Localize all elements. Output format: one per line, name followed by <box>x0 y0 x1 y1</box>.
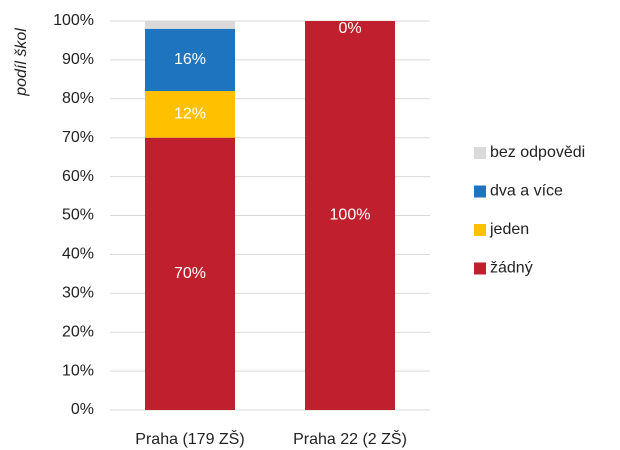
y-tick-label: 10% <box>62 362 94 379</box>
x-tick-label: Praha (179 ZŠ) <box>135 429 244 448</box>
legend-label: dva a více <box>490 183 563 200</box>
legend-swatch <box>474 224 486 236</box>
legend-label: žádný <box>490 260 533 277</box>
legend-swatch <box>474 262 486 275</box>
value-label: 12% <box>174 106 206 123</box>
value-label: 100% <box>330 207 371 224</box>
y-tick-label: 20% <box>62 323 94 340</box>
legend-swatch <box>474 147 486 159</box>
legend-label: bez odpovědi <box>490 144 585 161</box>
y-tick-label: 40% <box>62 246 94 263</box>
y-tick-label: 100% <box>53 12 94 29</box>
y-tick-label: 30% <box>62 285 94 302</box>
value-label: 0% <box>338 20 361 37</box>
value-label: 70% <box>174 265 206 282</box>
y-tick-label: 80% <box>62 90 94 107</box>
legend-swatch <box>474 185 486 198</box>
y-tick-label: 50% <box>62 207 94 224</box>
x-tick-label: Praha 22 (2 ZŠ) <box>293 429 407 448</box>
y-tick-label: 0% <box>71 401 94 418</box>
bar-segment <box>305 21 395 410</box>
bar-segment <box>145 21 235 29</box>
y-tick-label: 70% <box>62 129 94 146</box>
legend-label: jeden <box>489 221 529 238</box>
bar-segment <box>145 28 235 92</box>
y-axis-label: podíl škol <box>13 28 30 97</box>
value-label: 16% <box>174 51 206 68</box>
y-tick-label: 90% <box>62 51 94 68</box>
y-tick-label: 60% <box>62 168 94 185</box>
bar-segment <box>145 91 235 138</box>
bar-segment <box>145 137 235 410</box>
